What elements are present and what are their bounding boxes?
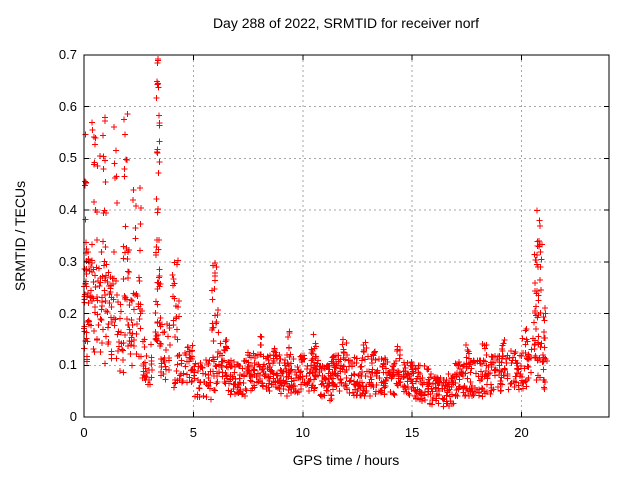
x-tick-label: 20 (514, 425, 529, 440)
y-tick-label: 0.3 (58, 253, 77, 269)
y-tick-label: 0.5 (58, 150, 77, 166)
plot-border (83, 54, 610, 418)
x-tick-label: 0 (80, 425, 88, 440)
scatter-points (81, 55, 551, 410)
y-tick-label: 0.4 (58, 202, 77, 218)
grid-lines (84, 55, 609, 417)
y-tick-label: 0.7 (58, 47, 77, 62)
y-tick-label: 0 (69, 409, 77, 424)
y-tick-label: 0.2 (58, 305, 77, 321)
axis-tick-marks (83, 54, 609, 418)
y-tick-label: 0.6 (58, 98, 77, 114)
x-axis-label: GPS time / hours (292, 452, 400, 468)
x-tick-label: 15 (404, 425, 420, 440)
x-tick-label: 10 (295, 425, 310, 440)
y-tick-label: 0.1 (58, 357, 77, 373)
chart-title: Day 288 of 2022, SRMTID for receiver nor… (212, 15, 480, 31)
x-tick-label: 5 (189, 425, 197, 440)
